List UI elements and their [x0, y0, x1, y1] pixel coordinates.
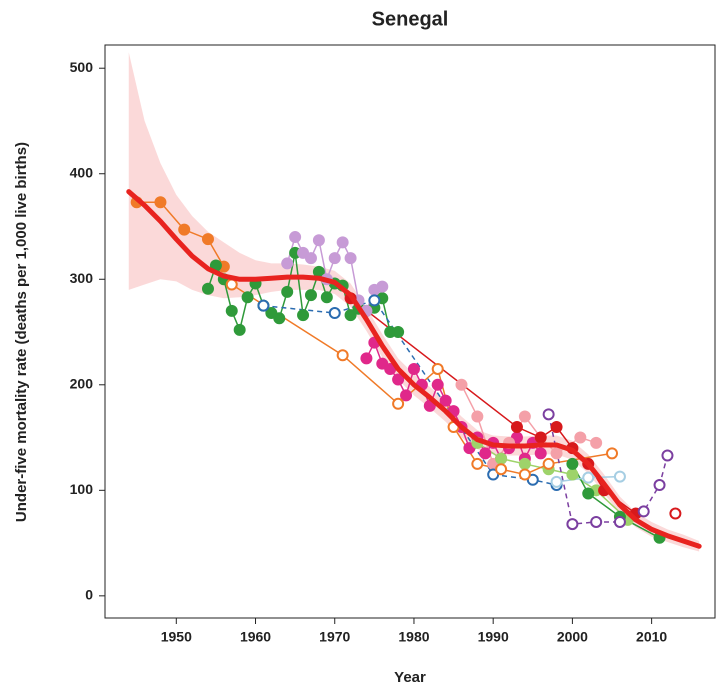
data-point [653, 479, 666, 492]
data-point [463, 442, 476, 455]
data-point [297, 309, 310, 322]
data-point [376, 357, 389, 370]
y-tick-label: 100 [70, 481, 94, 497]
data-point [590, 515, 603, 528]
data-point [495, 452, 508, 465]
data-point [566, 457, 579, 470]
x-tick-label: 1960 [240, 629, 271, 645]
data-point [518, 468, 531, 481]
data-point [225, 304, 238, 317]
data-point [550, 421, 563, 433]
chart-title: Senegal [372, 8, 449, 30]
data-point [471, 457, 484, 470]
data-point [439, 394, 452, 407]
data-point [154, 196, 167, 209]
data-point [304, 289, 317, 302]
data-point [495, 463, 508, 476]
data-point [510, 421, 523, 433]
data-point [534, 431, 547, 444]
data-point [542, 408, 555, 421]
data-point [281, 285, 294, 298]
data-point [201, 233, 214, 246]
data-point [423, 399, 436, 412]
data-point [297, 246, 310, 259]
data-point [281, 257, 294, 270]
data-point [328, 252, 341, 265]
x-tick-label: 1950 [161, 629, 192, 645]
x-tick-label: 1970 [319, 629, 350, 645]
x-tick-label: 2010 [636, 629, 667, 645]
data-point [526, 473, 539, 486]
data-point [392, 326, 405, 339]
data-point [257, 299, 270, 312]
data-point [518, 457, 531, 470]
data-point [582, 471, 595, 484]
data-point [455, 378, 468, 391]
data-point [637, 505, 650, 518]
data-point [542, 457, 555, 470]
data-point [518, 410, 531, 423]
data-point [265, 307, 278, 320]
data-point [566, 518, 579, 531]
data-point [233, 323, 246, 336]
data-point [471, 410, 484, 423]
x-tick-label: 1990 [478, 629, 509, 645]
data-point [613, 470, 626, 483]
data-point [392, 397, 405, 410]
x-tick-label: 1980 [398, 629, 429, 645]
data-point [320, 291, 333, 304]
data-point [431, 362, 444, 375]
data-point [534, 447, 547, 460]
x-axis-label: Year [394, 669, 426, 686]
data-point [669, 507, 682, 520]
y-tick-label: 200 [70, 375, 94, 391]
data-point [407, 362, 420, 375]
data-point [328, 307, 341, 320]
data-point [368, 294, 381, 307]
data-point [178, 223, 191, 236]
data-point [479, 447, 492, 460]
data-point [487, 468, 500, 481]
y-tick-label: 400 [70, 164, 94, 180]
data-point [574, 431, 587, 444]
data-point [273, 312, 286, 325]
data-point [400, 389, 413, 402]
data-point [392, 373, 405, 386]
y-axis-label: Under-five mortality rate (deaths per 1,… [13, 142, 30, 522]
data-point [336, 236, 349, 249]
data-point [582, 487, 595, 500]
data-point [376, 280, 389, 293]
data-point [344, 252, 357, 265]
data-point [550, 447, 563, 460]
data-point [289, 231, 302, 244]
data-point [241, 291, 254, 304]
data-point [606, 447, 619, 460]
y-tick-label: 500 [70, 59, 94, 75]
data-point [344, 309, 357, 322]
estimate-line [126, 189, 702, 549]
data-point [312, 234, 325, 247]
data-point [590, 436, 603, 449]
data-point [304, 252, 317, 265]
y-tick-label: 0 [85, 587, 93, 603]
data-point [613, 515, 626, 528]
data-point [431, 378, 444, 391]
y-tick-label: 300 [70, 270, 94, 286]
data-point [201, 282, 214, 295]
data-point [566, 468, 579, 481]
plot-frame [104, 44, 716, 619]
data-point [661, 449, 674, 462]
data-point [360, 352, 373, 365]
x-tick-label: 2000 [557, 629, 588, 645]
data-point [336, 349, 349, 362]
data-point [225, 278, 238, 291]
data-point [550, 475, 563, 488]
